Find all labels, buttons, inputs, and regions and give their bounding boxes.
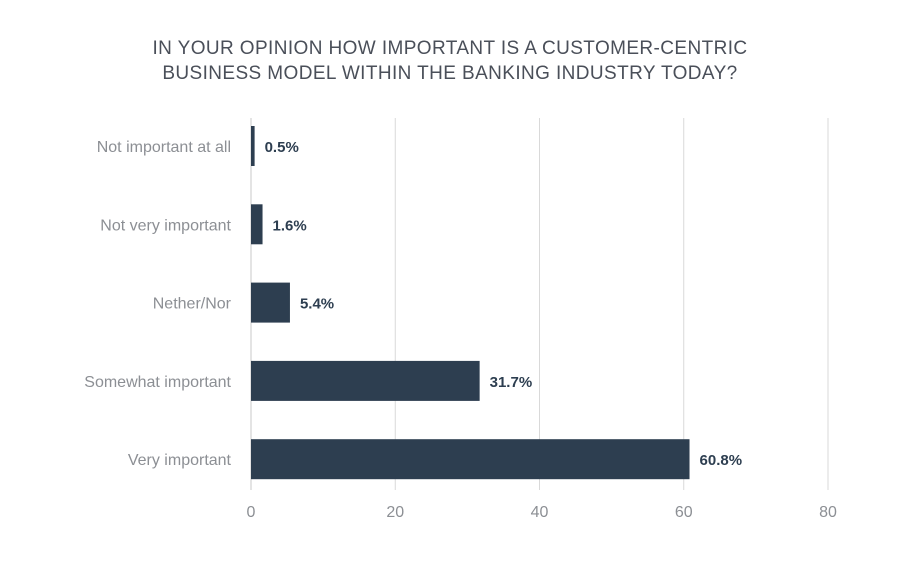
bar	[251, 360, 480, 401]
category-label: Very important	[128, 452, 232, 469]
category-label: Not important at all	[97, 139, 231, 156]
bars	[251, 126, 690, 480]
category-label: Somewhat important	[84, 374, 231, 391]
x-tick-label: 20	[386, 504, 404, 521]
bar	[251, 204, 263, 245]
data-label: 5.4%	[300, 296, 334, 313]
data-label: 60.8%	[700, 452, 743, 469]
x-tick-label: 40	[531, 504, 549, 521]
chart-title-line-1: IN YOUR OPINION HOW IMPORTANT IS A CUSTO…	[152, 38, 748, 59]
data-label: 1.6%	[273, 217, 307, 234]
grid-lines	[250, 118, 829, 490]
chart-title: IN YOUR OPINION HOW IMPORTANT IS A CUSTO…	[0, 36, 900, 86]
x-tick-label: 60	[675, 504, 693, 521]
x-tick-label: 0	[247, 504, 256, 521]
bar	[251, 282, 290, 323]
labels: 0 20 40 60 80 Not important at all 0.5% Not ver…	[84, 139, 837, 521]
data-label: 31.7%	[490, 374, 533, 391]
category-label: Nether/Nor	[153, 296, 232, 313]
bar	[251, 439, 690, 480]
chart-title-line-2: BUSINESS MODEL WITHIN THE BANKING INDUST…	[162, 63, 738, 84]
data-label: 0.5%	[265, 139, 299, 156]
category-label: Not very important	[100, 217, 231, 234]
bar	[251, 126, 255, 166]
x-tick-label: 80	[819, 504, 837, 521]
